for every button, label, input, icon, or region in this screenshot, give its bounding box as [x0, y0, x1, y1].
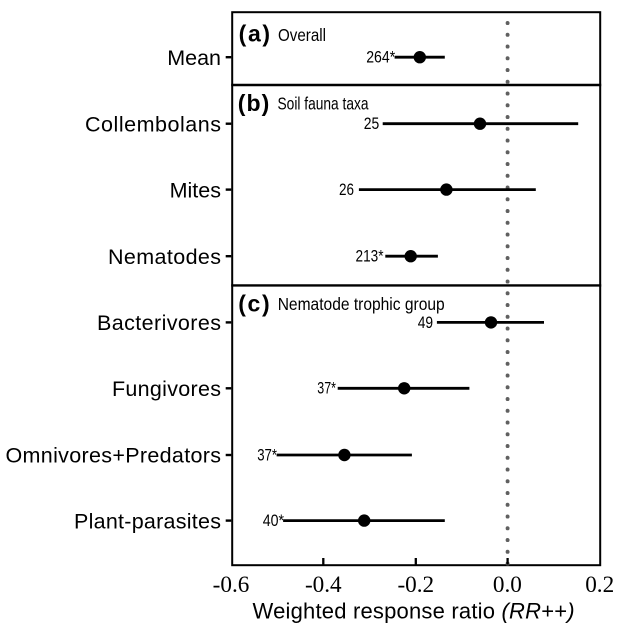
svg-text:-0.4: -0.4: [305, 572, 342, 598]
svg-text:37*: 37*: [317, 379, 336, 398]
svg-text:Nematodes: Nematodes: [108, 245, 221, 269]
svg-text:0.0: 0.0: [493, 572, 522, 598]
svg-text:40*: 40*: [263, 511, 285, 530]
svg-text:-0.2: -0.2: [397, 572, 434, 598]
svg-text:Mites: Mites: [170, 178, 221, 202]
svg-text:(c): (c): [238, 290, 270, 316]
svg-text:Fungivores: Fungivores: [112, 377, 221, 401]
svg-text:49: 49: [418, 313, 433, 332]
svg-text:25: 25: [364, 114, 380, 133]
svg-text:264*: 264*: [366, 48, 395, 67]
svg-text:Weighted response ratio (RR++): Weighted response ratio (RR++): [253, 598, 575, 623]
svg-text:Bacterivores: Bacterivores: [97, 311, 221, 335]
svg-text:26: 26: [339, 180, 354, 199]
svg-text:Nematode trophic group: Nematode trophic group: [278, 294, 445, 314]
svg-text:0.2: 0.2: [585, 572, 614, 598]
svg-text:Collembolans: Collembolans: [85, 112, 221, 136]
svg-text:Soil fauna taxa: Soil fauna taxa: [278, 94, 369, 114]
svg-text:213*: 213*: [356, 247, 384, 266]
svg-text:Omnivores+Predators: Omnivores+Predators: [6, 444, 222, 468]
svg-text:Overall: Overall: [278, 25, 326, 45]
svg-text:(a): (a): [239, 21, 271, 47]
svg-text:37*: 37*: [257, 445, 277, 464]
svg-text:Mean: Mean: [167, 46, 221, 70]
svg-text:-0.6: -0.6: [213, 572, 250, 598]
svg-text:(b): (b): [238, 90, 269, 116]
svg-text:Plant-parasites: Plant-parasites: [74, 509, 221, 533]
